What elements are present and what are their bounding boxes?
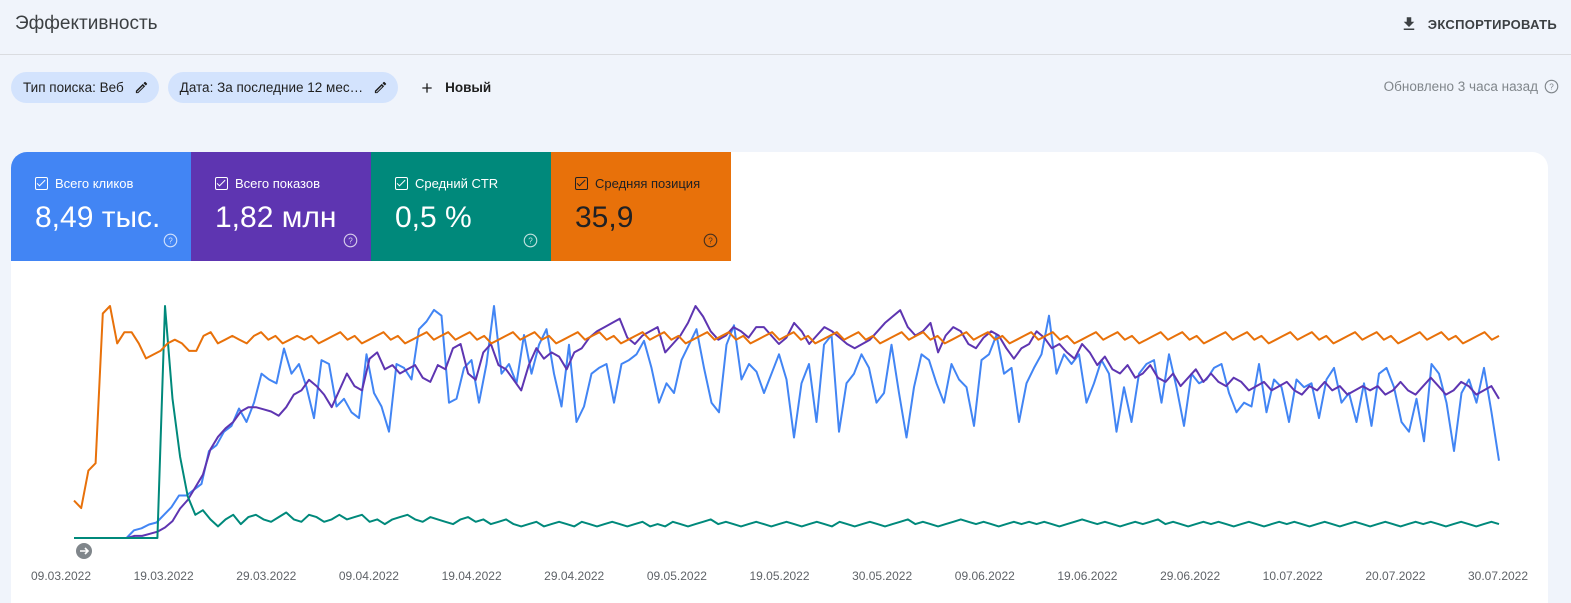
metric-total-impressions[interactable]: Всего показов 1,82 млн ?	[191, 152, 371, 261]
svg-text:?: ?	[1549, 82, 1554, 91]
x-tick-label: 30.05.2022	[852, 569, 912, 583]
x-tick-label: 19.05.2022	[749, 569, 809, 583]
x-tick-label: 20.07.2022	[1365, 569, 1425, 583]
performance-chart: 09.03.2022 19.03.2022 29.03.2022 09.04.2022…	[31, 305, 1528, 583]
svg-text:?: ?	[348, 236, 353, 245]
metric-value: 35,9	[575, 201, 634, 234]
top-bar: Эффективность ЭКСПОРТИРОВАТЬ	[0, 0, 1571, 55]
new-filter-button[interactable]: Новый	[407, 72, 499, 103]
x-tick-label: 09.03.2022	[31, 569, 91, 583]
metric-label: Всего кликов	[55, 176, 134, 191]
updated-label: Обновлено 3 часа назад	[1383, 79, 1538, 94]
updated-status: Обновлено 3 часа назад ?	[1384, 79, 1559, 94]
checkbox-icon[interactable]	[35, 177, 48, 190]
series-line-0	[74, 305, 1500, 539]
metric-label: Средний CTR	[415, 176, 499, 191]
metric-value: 8,49 тыс.	[35, 201, 161, 234]
help-icon[interactable]: ?	[523, 233, 538, 248]
x-tick-label: 29.04.2022	[544, 569, 604, 583]
date-label: Дата: За последние 12 мес…	[179, 80, 364, 95]
x-tick-label: 29.03.2022	[236, 569, 296, 583]
edit-pencil-icon[interactable]	[373, 80, 388, 95]
new-filter-label: Новый	[445, 80, 492, 95]
x-tick-label: 30.07.2022	[1468, 569, 1528, 583]
help-icon[interactable]: ?	[1544, 79, 1559, 94]
metric-value: 0,5 %	[395, 201, 472, 234]
export-button[interactable]: ЭКСПОРТИРОВАТЬ	[1400, 12, 1557, 36]
x-tick-label: 09.06.2022	[955, 569, 1015, 583]
metric-label: Средняя позиция	[595, 176, 701, 191]
x-tick-label: 19.04.2022	[442, 569, 502, 583]
metric-value: 1,82 млн	[215, 201, 337, 234]
metric-average-ctr[interactable]: Средний CTR 0,5 % ?	[371, 152, 551, 261]
series-line-1	[74, 305, 1500, 539]
performance-card: Всего кликов 8,49 тыс. ? Всего показов 1…	[11, 152, 1548, 603]
filter-chips: Тип поиска: Веб Дата: За последние 12 ме…	[11, 72, 499, 103]
metric-total-clicks[interactable]: Всего кликов 8,49 тыс. ?	[11, 152, 191, 261]
metric-average-position[interactable]: Средняя позиция 35,9 ?	[551, 152, 731, 261]
search-type-chip[interactable]: Тип поиска: Веб	[11, 72, 159, 103]
checkbox-icon[interactable]	[395, 177, 408, 190]
export-label: ЭКСПОРТИРОВАТЬ	[1427, 16, 1557, 32]
metric-tiles: Всего кликов 8,49 тыс. ? Всего показов 1…	[11, 152, 731, 261]
arrow-right-icon	[80, 547, 90, 555]
x-tick-label: 09.04.2022	[339, 569, 399, 583]
x-tick-label: 09.05.2022	[647, 569, 707, 583]
x-tick-label: 19.03.2022	[134, 569, 194, 583]
search-type-label: Тип поиска: Веб	[23, 80, 124, 95]
svg-text:?: ?	[168, 236, 173, 245]
svg-text:?: ?	[528, 236, 533, 245]
help-icon[interactable]: ?	[343, 233, 358, 248]
annotation-marker-layer	[76, 543, 92, 559]
x-tick-layer: 09.03.2022 19.03.2022 29.03.2022 09.04.2022…	[31, 569, 1528, 583]
x-tick-label: 10.07.2022	[1263, 569, 1323, 583]
checkbox-icon[interactable]	[215, 177, 228, 190]
help-icon[interactable]: ?	[163, 233, 178, 248]
metric-label: Всего показов	[235, 176, 320, 191]
x-tick-label: 29.06.2022	[1160, 569, 1220, 583]
help-icon[interactable]: ?	[703, 233, 718, 248]
x-tick-label: 19.06.2022	[1057, 569, 1117, 583]
plus-icon	[422, 82, 432, 93]
download-icon	[1403, 17, 1415, 30]
edit-pencil-icon[interactable]	[134, 80, 149, 95]
series-line-2	[74, 305, 1500, 539]
series-line-3	[73, 305, 1500, 510]
checkbox-icon[interactable]	[575, 177, 588, 190]
page-title: Эффективность	[15, 13, 158, 34]
svg-text:?: ?	[708, 236, 713, 245]
date-chip[interactable]: Дата: За последние 12 мес…	[167, 72, 399, 103]
series-layer	[73, 305, 1500, 539]
